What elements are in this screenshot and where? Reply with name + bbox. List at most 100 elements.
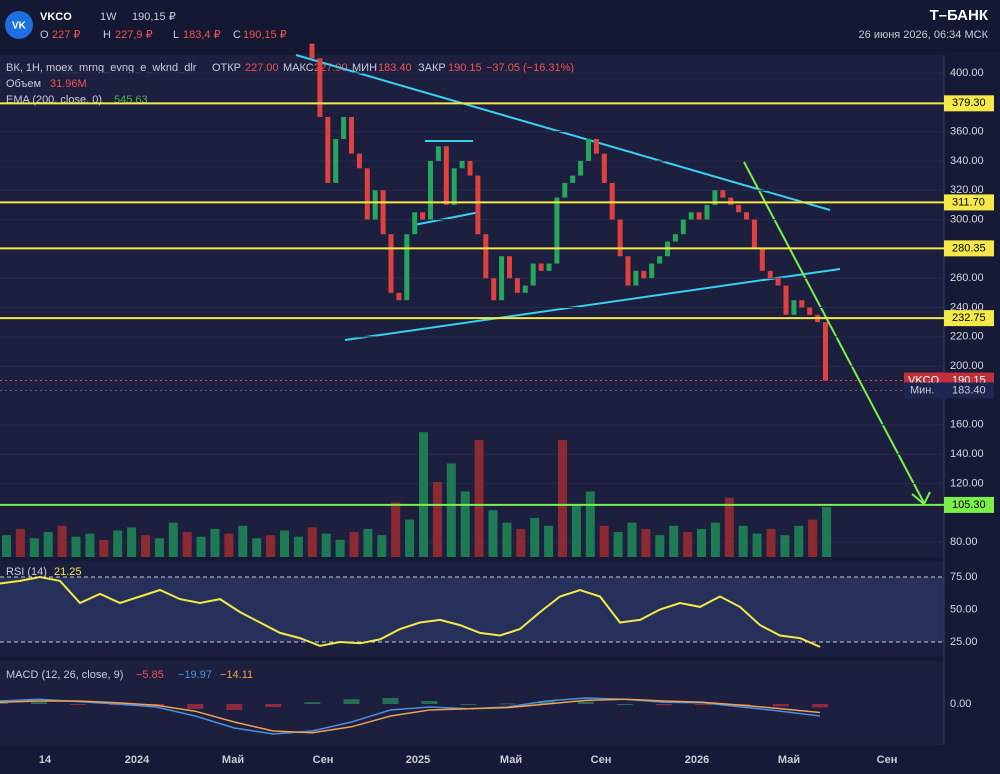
volume-bar (363, 528, 373, 557)
c-label: C (233, 29, 241, 41)
candle (507, 256, 512, 279)
trend-line (413, 211, 481, 226)
legend-low-label: МИН (352, 62, 377, 74)
level-label: 379.30 (952, 97, 986, 109)
candle (443, 146, 449, 205)
macd-hist (460, 704, 477, 705)
volume-bar (780, 535, 790, 557)
volume-bar (349, 532, 359, 557)
volume-bar (738, 525, 748, 557)
macd-tick-label: 0.00 (950, 698, 971, 710)
datetime: 26 июня 2026, 06:34 МСК (859, 29, 989, 41)
candle (349, 116, 354, 154)
candle (475, 175, 481, 235)
candle (491, 278, 497, 301)
candle (704, 204, 710, 220)
ticker: VKCO (40, 11, 72, 23)
rsi-tick-label: 25.00 (950, 636, 978, 648)
candle (325, 116, 331, 183)
candle (404, 234, 410, 301)
candle (586, 138, 591, 161)
rsi-title: RSI (14) (6, 566, 47, 578)
volume-bar (613, 532, 623, 557)
volume-bar (516, 528, 526, 557)
candle (364, 168, 370, 220)
volume-bar (571, 503, 581, 557)
volume-bar (321, 533, 331, 557)
candle (372, 190, 378, 220)
candle (420, 212, 426, 220)
candle (309, 43, 315, 59)
candle (593, 138, 599, 154)
legend-open: 227.00 (245, 62, 279, 74)
volume-bar (113, 530, 123, 557)
o: 227 ₽ (52, 29, 80, 41)
y-tick-label: 340.00 (950, 155, 984, 167)
trend-line (295, 54, 831, 211)
x-tick-label: Май (500, 754, 522, 766)
y-tick-label: 120.00 (950, 477, 984, 489)
volume-bar (558, 440, 567, 557)
x-tick-label: 2024 (125, 754, 150, 766)
x-tick-label: 14 (39, 754, 52, 766)
volume-bar (641, 528, 651, 557)
candle (514, 278, 520, 293)
rsi-tick-label: 50.00 (950, 603, 978, 615)
volume-bar (502, 522, 512, 557)
macd-hist-value: −5.85 (136, 669, 164, 681)
level-box (944, 240, 994, 257)
trend-line (344, 268, 841, 341)
candle (356, 153, 362, 169)
l: 183,4 ₽ (183, 29, 221, 41)
volume-bar (530, 518, 540, 557)
level-box (944, 194, 994, 211)
y-tick-label: 140.00 (950, 448, 984, 460)
volume-bar (57, 525, 67, 557)
candle (380, 190, 386, 235)
x-tick-label: Май (778, 754, 800, 766)
volume-bar (419, 432, 428, 557)
level-label: 232.75 (952, 312, 986, 324)
h: 227,9 ₽ (115, 29, 153, 41)
volume-bar (627, 522, 637, 557)
x-tick-label: Сен (313, 754, 334, 766)
volume-bar (168, 522, 178, 557)
candle (578, 160, 584, 176)
volume-bar (210, 528, 220, 557)
candle (641, 270, 647, 279)
macd-line (0, 697, 821, 735)
macd-hist (421, 701, 438, 704)
candle (657, 256, 663, 264)
macd-hist (655, 704, 672, 706)
brand: Т–БАНК (929, 7, 988, 24)
candle (783, 285, 789, 315)
macd-hist (226, 704, 243, 710)
macd-hist (31, 702, 48, 704)
macd-hist (812, 704, 828, 708)
legend-volume-label: Объем (6, 78, 41, 90)
candle (759, 248, 765, 271)
legend-symbol: ВК, 1Н, moex_mrng_evng_e_wknd_dlr (6, 62, 197, 74)
candle (341, 116, 347, 139)
price: 190,15 ₽ (132, 11, 176, 23)
volume-bar (238, 525, 248, 557)
candle (807, 307, 813, 315)
candle (483, 234, 489, 279)
volume-bar (29, 538, 39, 557)
volume-bar (766, 528, 776, 557)
rsi-band (0, 577, 944, 642)
macd-panel (0, 661, 944, 745)
level-box (944, 496, 994, 513)
y-tick-label: 400.00 (950, 67, 984, 79)
candle (633, 270, 639, 286)
candle (317, 58, 323, 117)
candle (522, 285, 528, 293)
legend-open-label: ОТКР (212, 62, 241, 74)
macd-hist (0, 702, 8, 704)
legend-high: 227.90 (314, 62, 348, 74)
volume-bar (724, 497, 734, 557)
macd-hist (343, 699, 360, 704)
candle (412, 212, 418, 235)
macd-hist (265, 704, 282, 707)
